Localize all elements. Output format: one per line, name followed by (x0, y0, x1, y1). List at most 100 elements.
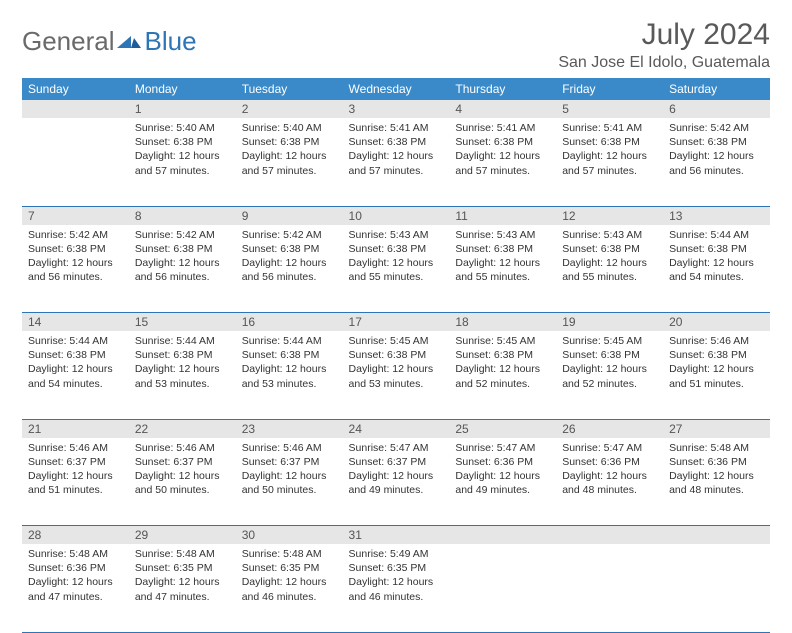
sunrise-line: Sunrise: 5:46 AM (28, 442, 108, 454)
day-details: Sunrise: 5:49 AM Sunset: 6:35 PM Daylight:… (343, 544, 450, 610)
daylight-line: Daylight: 12 hours and 56 minutes. (28, 257, 113, 283)
sunrise-line: Sunrise: 5:42 AM (135, 229, 215, 241)
day-cell: Sunrise: 5:45 AMSunset: 6:38 PMDaylight:… (449, 331, 556, 419)
day-number-cell: 9 (236, 206, 343, 225)
day-number-cell: 26 (556, 419, 663, 438)
sunset-line: Sunset: 6:37 PM (28, 456, 106, 468)
day-number-cell: 1 (129, 100, 236, 118)
sunrise-line: Sunrise: 5:48 AM (135, 548, 215, 560)
day-cell: Sunrise: 5:41 AMSunset: 6:38 PMDaylight:… (556, 118, 663, 206)
day-details: Sunrise: 5:42 AMSunset: 6:38 PMDaylight:… (236, 225, 343, 291)
day-details: Sunrise: 5:45 AMSunset: 6:38 PMDaylight:… (449, 331, 556, 397)
day-cell: Sunrise: 5:44 AMSunset: 6:38 PMDaylight:… (236, 331, 343, 419)
day-cell: Sunrise: 5:45 AMSunset: 6:38 PMDaylight:… (556, 331, 663, 419)
day-details: Sunrise: 5:43 AMSunset: 6:38 PMDaylight:… (449, 225, 556, 291)
day-number-cell: 29 (129, 526, 236, 545)
sunrise-line: Sunrise: 5:48 AM (242, 548, 322, 560)
day-details: Sunrise: 5:45 AMSunset: 6:38 PMDaylight:… (556, 331, 663, 397)
sunrise-line: Sunrise: 5:47 AM (562, 442, 642, 454)
daylight-line: Daylight: 12 hours and 55 minutes. (455, 257, 540, 283)
title-block: July 2024 San Jose El Idolo, Guatemala (558, 18, 770, 72)
day-number-cell: 8 (129, 206, 236, 225)
day-details: Sunrise: 5:48 AMSunset: 6:36 PMDaylight:… (663, 438, 770, 504)
sunset-line: Sunset: 6:37 PM (135, 456, 213, 468)
daylight-line: Daylight: 12 hours and 53 minutes. (242, 363, 327, 389)
sunset-line: Sunset: 6:38 PM (135, 136, 213, 148)
sunrise-line: Sunrise: 5:45 AM (562, 335, 642, 347)
day-cell (449, 544, 556, 632)
daylight-line: Daylight: 12 hours and 50 minutes. (135, 470, 220, 496)
day-number-cell: 18 (449, 313, 556, 332)
day-details: Sunrise: 5:47 AMSunset: 6:36 PMDaylight:… (556, 438, 663, 504)
day-details: Sunrise: 5:42 AM Sunset: 6:38 PM Daylight:… (22, 225, 129, 291)
sunset-line: Sunset: 6:36 PM (28, 562, 106, 574)
sunset-line: Sunset: 6:38 PM (28, 243, 106, 255)
day-cell: Sunrise: 5:46 AMSunset: 6:38 PMDaylight:… (663, 331, 770, 419)
sunset-line: Sunset: 6:38 PM (562, 243, 640, 255)
daylight-line: Daylight: 12 hours and 47 minutes. (28, 576, 113, 602)
weekday-header: Saturday (663, 78, 770, 100)
daylight-line: Daylight: 12 hours and 56 minutes. (242, 257, 327, 283)
sunset-line: Sunset: 6:36 PM (562, 456, 640, 468)
week-row: Sunrise: 5:42 AM Sunset: 6:38 PM Daylight:… (22, 225, 770, 313)
sunrise-line: Sunrise: 5:43 AM (455, 229, 535, 241)
day-details: Sunrise: 5:44 AMSunset: 6:38 PMDaylight:… (236, 331, 343, 397)
day-number-cell: 31 (343, 526, 450, 545)
day-details: Sunrise: 5:44 AMSunset: 6:38 PMDaylight:… (22, 331, 129, 397)
sunrise-line: Sunrise: 5:48 AM (669, 442, 749, 454)
day-number-cell: 2 (236, 100, 343, 118)
day-number-cell: 5 (556, 100, 663, 118)
day-cell (22, 118, 129, 206)
sunset-line: Sunset: 6:38 PM (669, 243, 747, 255)
sunrise-line: Sunrise: 5:42 AM (28, 229, 108, 241)
day-cell: Sunrise: 5:40 AMSunset: 6:38 PMDaylight:… (236, 118, 343, 206)
sunset-line: Sunset: 6:38 PM (242, 243, 320, 255)
sunrise-line: Sunrise: 5:41 AM (562, 122, 642, 134)
day-cell: Sunrise: 5:43 AMSunset: 6:38 PMDaylight:… (556, 225, 663, 313)
daylight-line: Daylight: 12 hours and 52 minutes. (455, 363, 540, 389)
day-number-row: 14151617181920 (22, 313, 770, 332)
sunset-line: Sunset: 6:38 PM (562, 136, 640, 148)
day-cell: Sunrise: 5:43 AMSunset: 6:38 PMDaylight:… (343, 225, 450, 313)
sunset-line: Sunset: 6:38 PM (455, 349, 533, 361)
sunrise-line: Sunrise: 5:42 AM (669, 122, 749, 134)
sunset-line: Sunset: 6:35 PM (349, 562, 427, 574)
daylight-line: Daylight: 12 hours and 48 minutes. (669, 470, 754, 496)
day-details: Sunrise: 5:46 AMSunset: 6:37 PMDaylight:… (129, 438, 236, 504)
day-number-cell (22, 100, 129, 118)
daylight-line: Daylight: 12 hours and 57 minutes. (455, 150, 540, 176)
day-number-cell: 20 (663, 313, 770, 332)
daylight-line: Daylight: 12 hours and 54 minutes. (28, 363, 113, 389)
daylight-line: Daylight: 12 hours and 53 minutes. (349, 363, 434, 389)
daylight-line: Daylight: 12 hours and 46 minutes. (349, 576, 434, 602)
day-number-row: 21222324252627 (22, 419, 770, 438)
daylight-line: Daylight: 12 hours and 56 minutes. (669, 150, 754, 176)
week-row: Sunrise: 5:48 AM Sunset: 6:36 PM Daylight:… (22, 544, 770, 632)
sunrise-line: Sunrise: 5:44 AM (135, 335, 215, 347)
day-number-cell: 19 (556, 313, 663, 332)
day-number-cell (663, 526, 770, 545)
sunrise-line: Sunrise: 5:49 AM (349, 548, 429, 560)
day-cell: Sunrise: 5:43 AMSunset: 6:38 PMDaylight:… (449, 225, 556, 313)
weekday-header: Monday (129, 78, 236, 100)
daylight-line: Daylight: 12 hours and 55 minutes. (349, 257, 434, 283)
day-cell: Sunrise: 5:44 AMSunset: 6:38 PMDaylight:… (22, 331, 129, 419)
day-number-cell: 13 (663, 206, 770, 225)
sunrise-line: Sunrise: 5:43 AM (349, 229, 429, 241)
day-number-cell: 17 (343, 313, 450, 332)
brand-logo: General Blue (22, 18, 197, 57)
sunrise-line: Sunrise: 5:48 AM (28, 548, 108, 560)
daylight-line: Daylight: 12 hours and 49 minutes. (455, 470, 540, 496)
sunrise-line: Sunrise: 5:44 AM (242, 335, 322, 347)
sunset-line: Sunset: 6:38 PM (135, 243, 213, 255)
sunrise-line: Sunrise: 5:44 AM (669, 229, 749, 241)
daylight-line: Daylight: 12 hours and 52 minutes. (562, 363, 647, 389)
day-cell: Sunrise: 5:40 AMSunset: 6:38 PMDaylight:… (129, 118, 236, 206)
day-number-cell: 21 (22, 419, 129, 438)
sunset-line: Sunset: 6:37 PM (349, 456, 427, 468)
day-details: Sunrise: 5:47 AMSunset: 6:37 PMDaylight:… (343, 438, 450, 504)
daylight-line: Daylight: 12 hours and 57 minutes. (242, 150, 327, 176)
day-cell: Sunrise: 5:44 AMSunset: 6:38 PMDaylight:… (663, 225, 770, 313)
day-cell: Sunrise: 5:48 AMSunset: 6:35 PMDaylight:… (129, 544, 236, 632)
day-number-cell (449, 526, 556, 545)
